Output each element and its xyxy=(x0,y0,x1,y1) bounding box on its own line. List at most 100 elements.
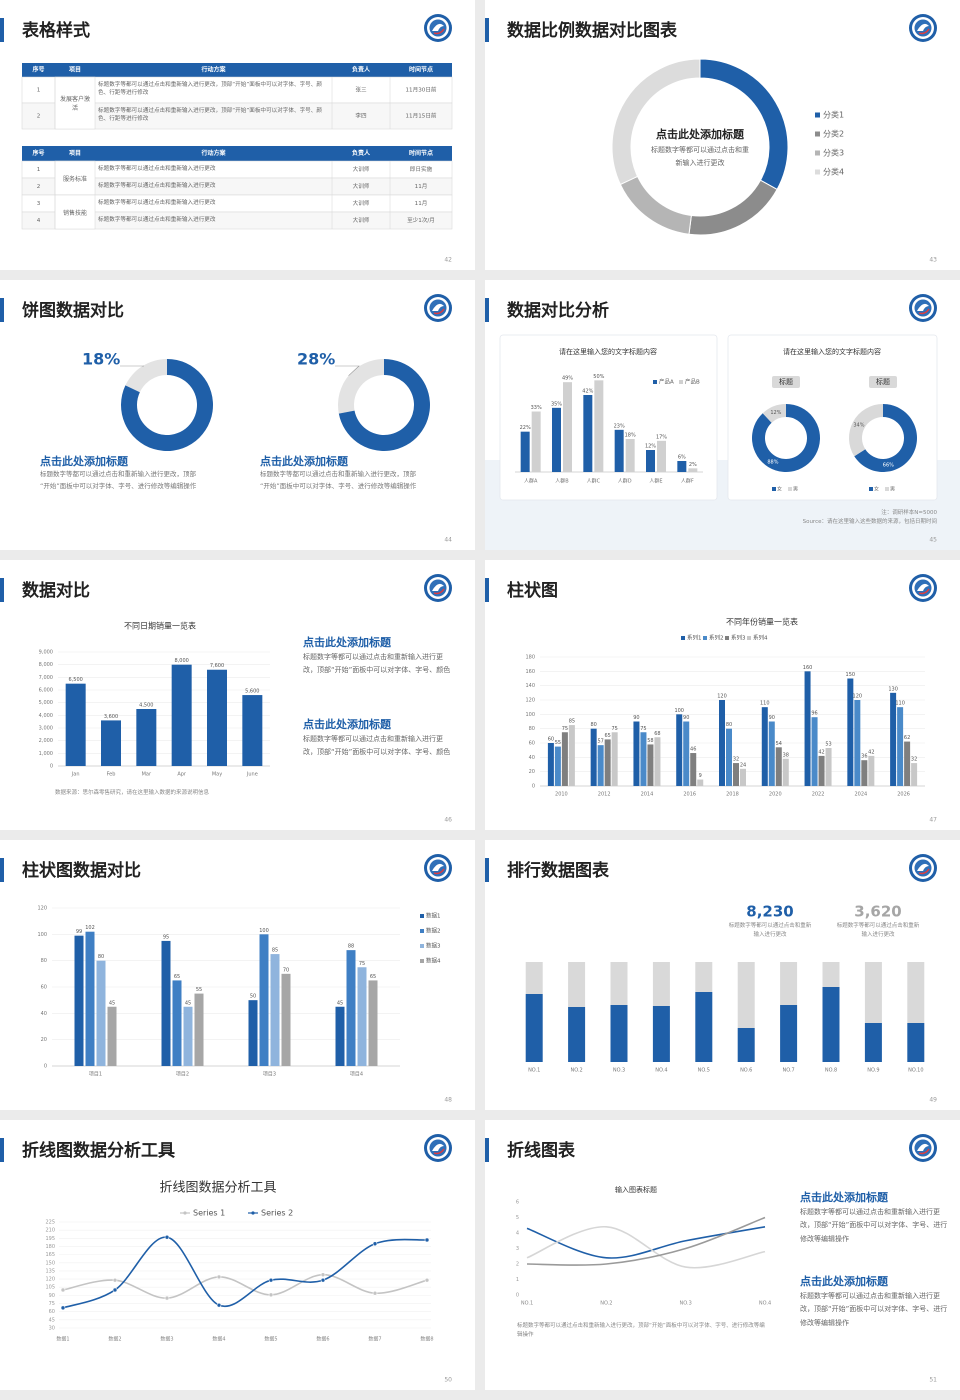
x-tick-label: 数据8 xyxy=(420,1336,433,1343)
legend-label: 系列2 xyxy=(709,634,724,642)
x-tick-label: 数据4 xyxy=(212,1336,225,1343)
point xyxy=(268,1277,274,1283)
donut-share xyxy=(125,359,167,393)
note: Source：请在这里输入这些数据的来源，包括日期时间 xyxy=(802,519,937,525)
value-label: 90 xyxy=(683,715,689,721)
y-tick-label: 165 xyxy=(45,1252,55,1258)
y-tick-label: 120 xyxy=(525,698,535,704)
value-label: 46 xyxy=(690,747,696,753)
slide-title: 数据对比 xyxy=(22,580,90,601)
bar-segment xyxy=(652,1006,670,1062)
bar-segment xyxy=(610,1005,628,1062)
bar xyxy=(85,931,95,1066)
bar-segment xyxy=(568,1007,586,1062)
legend-label: 产品A xyxy=(659,378,674,386)
block-heading: 点击此处添加标题 xyxy=(303,635,392,649)
point xyxy=(216,1274,222,1280)
page-number: 49 xyxy=(929,1097,937,1104)
value-label: 45 xyxy=(109,1000,115,1006)
y-tick-label: 4,000 xyxy=(39,713,53,719)
block-heading: 点击此处添加标题 xyxy=(260,454,349,468)
y-tick-label: 2,000 xyxy=(39,738,53,744)
bar xyxy=(172,980,182,1066)
table-cell: 标题数字等都可以通过点击和重新输入进行更改，顶部“开始”面板中可以对字体、字号、… xyxy=(98,82,322,96)
value-label: 120 xyxy=(853,694,863,700)
donut-segment xyxy=(752,404,820,472)
y-tick-label: 210 xyxy=(45,1228,55,1234)
legend-label: 数据1 xyxy=(426,912,441,920)
x-tick-label: 2018 xyxy=(726,792,739,798)
bar xyxy=(804,671,811,786)
y-tick-label: 0 xyxy=(532,784,535,790)
legend-label: Series 1 xyxy=(193,1209,225,1218)
bar xyxy=(854,700,861,786)
chart-title: 输入图表标题 xyxy=(615,1185,657,1194)
page-number: 45 xyxy=(929,537,937,544)
table-cell: 11月 xyxy=(415,183,428,190)
table-cell: 标题数字等都可以通过点击和重新输入进行更改 xyxy=(98,216,216,223)
x-tick-label: NO.4 xyxy=(655,1068,667,1074)
bar xyxy=(207,669,227,766)
value-label: 68 xyxy=(654,731,660,737)
slide: 柱状图 47 不同年份销量一览表 0 20 40 60 80 100 120 140 160 180 20… xyxy=(485,560,960,830)
note-box: 注：调研样本N=5000 xyxy=(881,510,937,516)
value-label: 12% xyxy=(770,410,781,416)
slide-bg xyxy=(0,1120,475,1390)
value-label: 90 xyxy=(633,715,639,721)
bar xyxy=(194,993,204,1066)
tag-label: 标题 xyxy=(779,377,793,386)
value-label: 100 xyxy=(674,708,684,714)
block-heading: 点击此处添加标题 xyxy=(800,1190,889,1204)
point xyxy=(164,1234,170,1240)
block-heading: 点击此处添加标题 xyxy=(800,1274,889,1288)
legend-label: 数据3 xyxy=(426,942,441,950)
y-tick-label: 6,000 xyxy=(39,688,53,694)
x-tick-label: Feb xyxy=(107,772,116,778)
table-header: 负责人 xyxy=(352,66,371,74)
x-tick-label: NO.2 xyxy=(570,1068,582,1074)
table-cell-box: 标题数字等都可以通过点击和重新输入进行更改 xyxy=(98,216,216,223)
x-tick-label: 2022 xyxy=(812,792,825,798)
logo-mark xyxy=(433,308,445,315)
table-header: 负责人 xyxy=(352,149,371,157)
slide: 折线图数据分析工具 50 折线图数据分析工具 30 45 60 75 90 105 120 135 1… xyxy=(0,1120,475,1390)
page-number: 44 xyxy=(444,537,452,544)
bar xyxy=(890,692,897,786)
value-label: 60 xyxy=(548,737,554,743)
table-cell: 1 xyxy=(37,88,41,94)
point xyxy=(424,1277,430,1283)
chart-title: 折线图数据分析工具 xyxy=(159,1181,276,1196)
value-label: 35% xyxy=(551,401,562,407)
bar xyxy=(568,725,575,786)
value-label: 32 xyxy=(911,757,917,763)
x-tick-label: 2012 xyxy=(598,792,611,798)
donut-text-box: 标题数字等都可以通过点击和重新输入进行更改 xyxy=(651,146,749,167)
value-label: 50 xyxy=(250,994,256,1000)
bar xyxy=(868,755,875,786)
table-cell: 11月 xyxy=(415,200,428,207)
bar xyxy=(531,411,541,472)
y-tick-label: 120 xyxy=(37,906,47,912)
bar xyxy=(611,732,618,786)
note-box: 标题数字等都可以通过点击和重新输入进行更改，顶部“开始”面板中可以对字体、字号、… xyxy=(517,1323,765,1338)
bar xyxy=(761,707,768,786)
value-label: 80 xyxy=(726,722,732,728)
value-label: 42 xyxy=(868,749,874,755)
value-label: 88% xyxy=(767,460,778,466)
bar xyxy=(520,431,530,472)
table-row xyxy=(21,211,453,230)
y-tick-label: 75 xyxy=(49,1301,55,1307)
legend-swatch xyxy=(679,380,683,384)
logo-mark xyxy=(917,23,929,31)
bar xyxy=(719,700,725,786)
y-tick-label: 225 xyxy=(45,1220,55,1226)
logo-mark xyxy=(433,28,445,35)
note: 数据来源：思尔森零售研究，请在这里输入数据的来源说明信息 xyxy=(55,790,210,796)
y-tick-label: 1 xyxy=(516,1277,519,1283)
block-text: 标题数字等都可以通过点击和重新输入进行更改，顶部“开始”面板中可以对字体、字号、… xyxy=(800,1292,948,1327)
block-text: 标题数字等都可以通过点击和重新输入进行更改，顶部“开始”面板中可以对字体、字号、… xyxy=(260,470,417,490)
value-label: 75 xyxy=(562,726,568,732)
block-text-box: 标题数字等都可以通过点击和重新输入进行更改，顶部“开始”面板中可以对字体、字号、… xyxy=(800,1208,947,1243)
table-item-box: 销售技能 xyxy=(63,210,87,217)
